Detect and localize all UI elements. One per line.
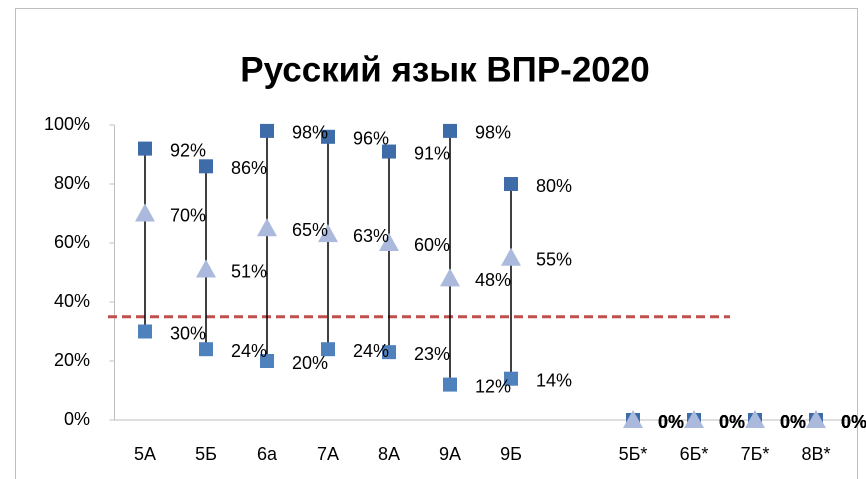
data-label: 0%: [658, 412, 684, 432]
triangle-marker: [684, 410, 704, 428]
data-label: 98%: [475, 123, 511, 143]
y-tick-label: 0%: [64, 409, 90, 429]
data-label: 0%: [780, 412, 806, 432]
square-marker: [443, 377, 457, 392]
data-label: 0%: [658, 412, 684, 432]
square-marker: [138, 141, 152, 156]
data-label: 0%: [780, 412, 806, 432]
square-marker: [382, 144, 396, 159]
triangle-marker: [440, 268, 460, 287]
triangle-marker: [806, 410, 826, 428]
triangle-marker: [745, 410, 765, 428]
data-label: 0%: [719, 412, 745, 432]
chart-title: Русский язык ВПР-2020: [240, 50, 649, 89]
square-marker: [199, 342, 213, 357]
y-tick-label: 20%: [54, 350, 90, 370]
data-label: 0%: [841, 412, 866, 432]
triangle-marker: [318, 224, 338, 243]
square-marker: [199, 159, 213, 174]
x-tick-label: 7А: [317, 444, 339, 464]
square-marker: [382, 345, 396, 360]
x-tick-label: 7Б*: [741, 444, 770, 464]
x-tick-label: 6Б*: [680, 444, 709, 464]
data-label: 0%: [780, 412, 806, 432]
triangle-marker: [257, 218, 277, 237]
data-label: 60%: [414, 235, 450, 255]
x-tick-label: 8А: [378, 444, 400, 464]
data-label: 20%: [292, 353, 328, 373]
data-label: 12%: [475, 376, 511, 396]
triangle-marker: [196, 259, 216, 278]
data-label: 0%: [841, 412, 866, 432]
x-tick-label: 5Б*: [619, 444, 648, 464]
triangle-marker: [501, 247, 521, 266]
x-tick-label: 9А: [439, 444, 461, 464]
data-label: 96%: [353, 129, 389, 149]
square-marker: [260, 354, 274, 368]
chart-frame: [15, 8, 858, 479]
data-label: 91%: [414, 143, 450, 163]
data-label: 24%: [353, 341, 389, 361]
y-tick-label: 100%: [44, 114, 90, 134]
triangle-marker: [135, 203, 155, 222]
triangle-marker: [623, 410, 643, 428]
square-marker: [321, 342, 335, 357]
y-tick-label: 80%: [54, 173, 90, 193]
data-label: 0%: [719, 412, 745, 432]
data-label: 14%: [536, 370, 572, 390]
data-label: 86%: [231, 158, 267, 178]
x-tick-label: 9Б: [500, 444, 522, 464]
data-label: 0%: [719, 412, 745, 432]
data-label: 0%: [841, 412, 866, 432]
y-tick-label: 60%: [54, 232, 90, 252]
square-marker: [504, 371, 518, 386]
x-tick-label: 5А: [134, 444, 156, 464]
data-label: 80%: [536, 176, 572, 196]
square-marker: [260, 123, 274, 138]
data-label: 23%: [414, 344, 450, 364]
data-label: 51%: [231, 261, 267, 281]
data-label: 92%: [170, 140, 206, 160]
triangle-marker: [379, 233, 399, 251]
data-label: 98%: [292, 123, 328, 143]
data-label: 65%: [292, 220, 328, 240]
data-label: 55%: [536, 250, 572, 270]
square-marker: [321, 129, 335, 144]
x-tick-label: 6а: [257, 444, 278, 464]
x-tick-label: 8В*: [801, 444, 830, 464]
data-label: 0%: [658, 412, 684, 432]
square-marker: [443, 123, 457, 138]
square-marker: [504, 177, 518, 191]
y-tick-label: 40%: [54, 291, 90, 311]
data-label: 63%: [353, 226, 389, 246]
data-label: 70%: [170, 205, 206, 225]
square-marker: [138, 324, 152, 339]
data-label: 30%: [170, 323, 206, 343]
x-tick-label: 5Б: [195, 444, 217, 464]
data-label: 48%: [475, 270, 511, 290]
data-label: 24%: [231, 341, 267, 361]
